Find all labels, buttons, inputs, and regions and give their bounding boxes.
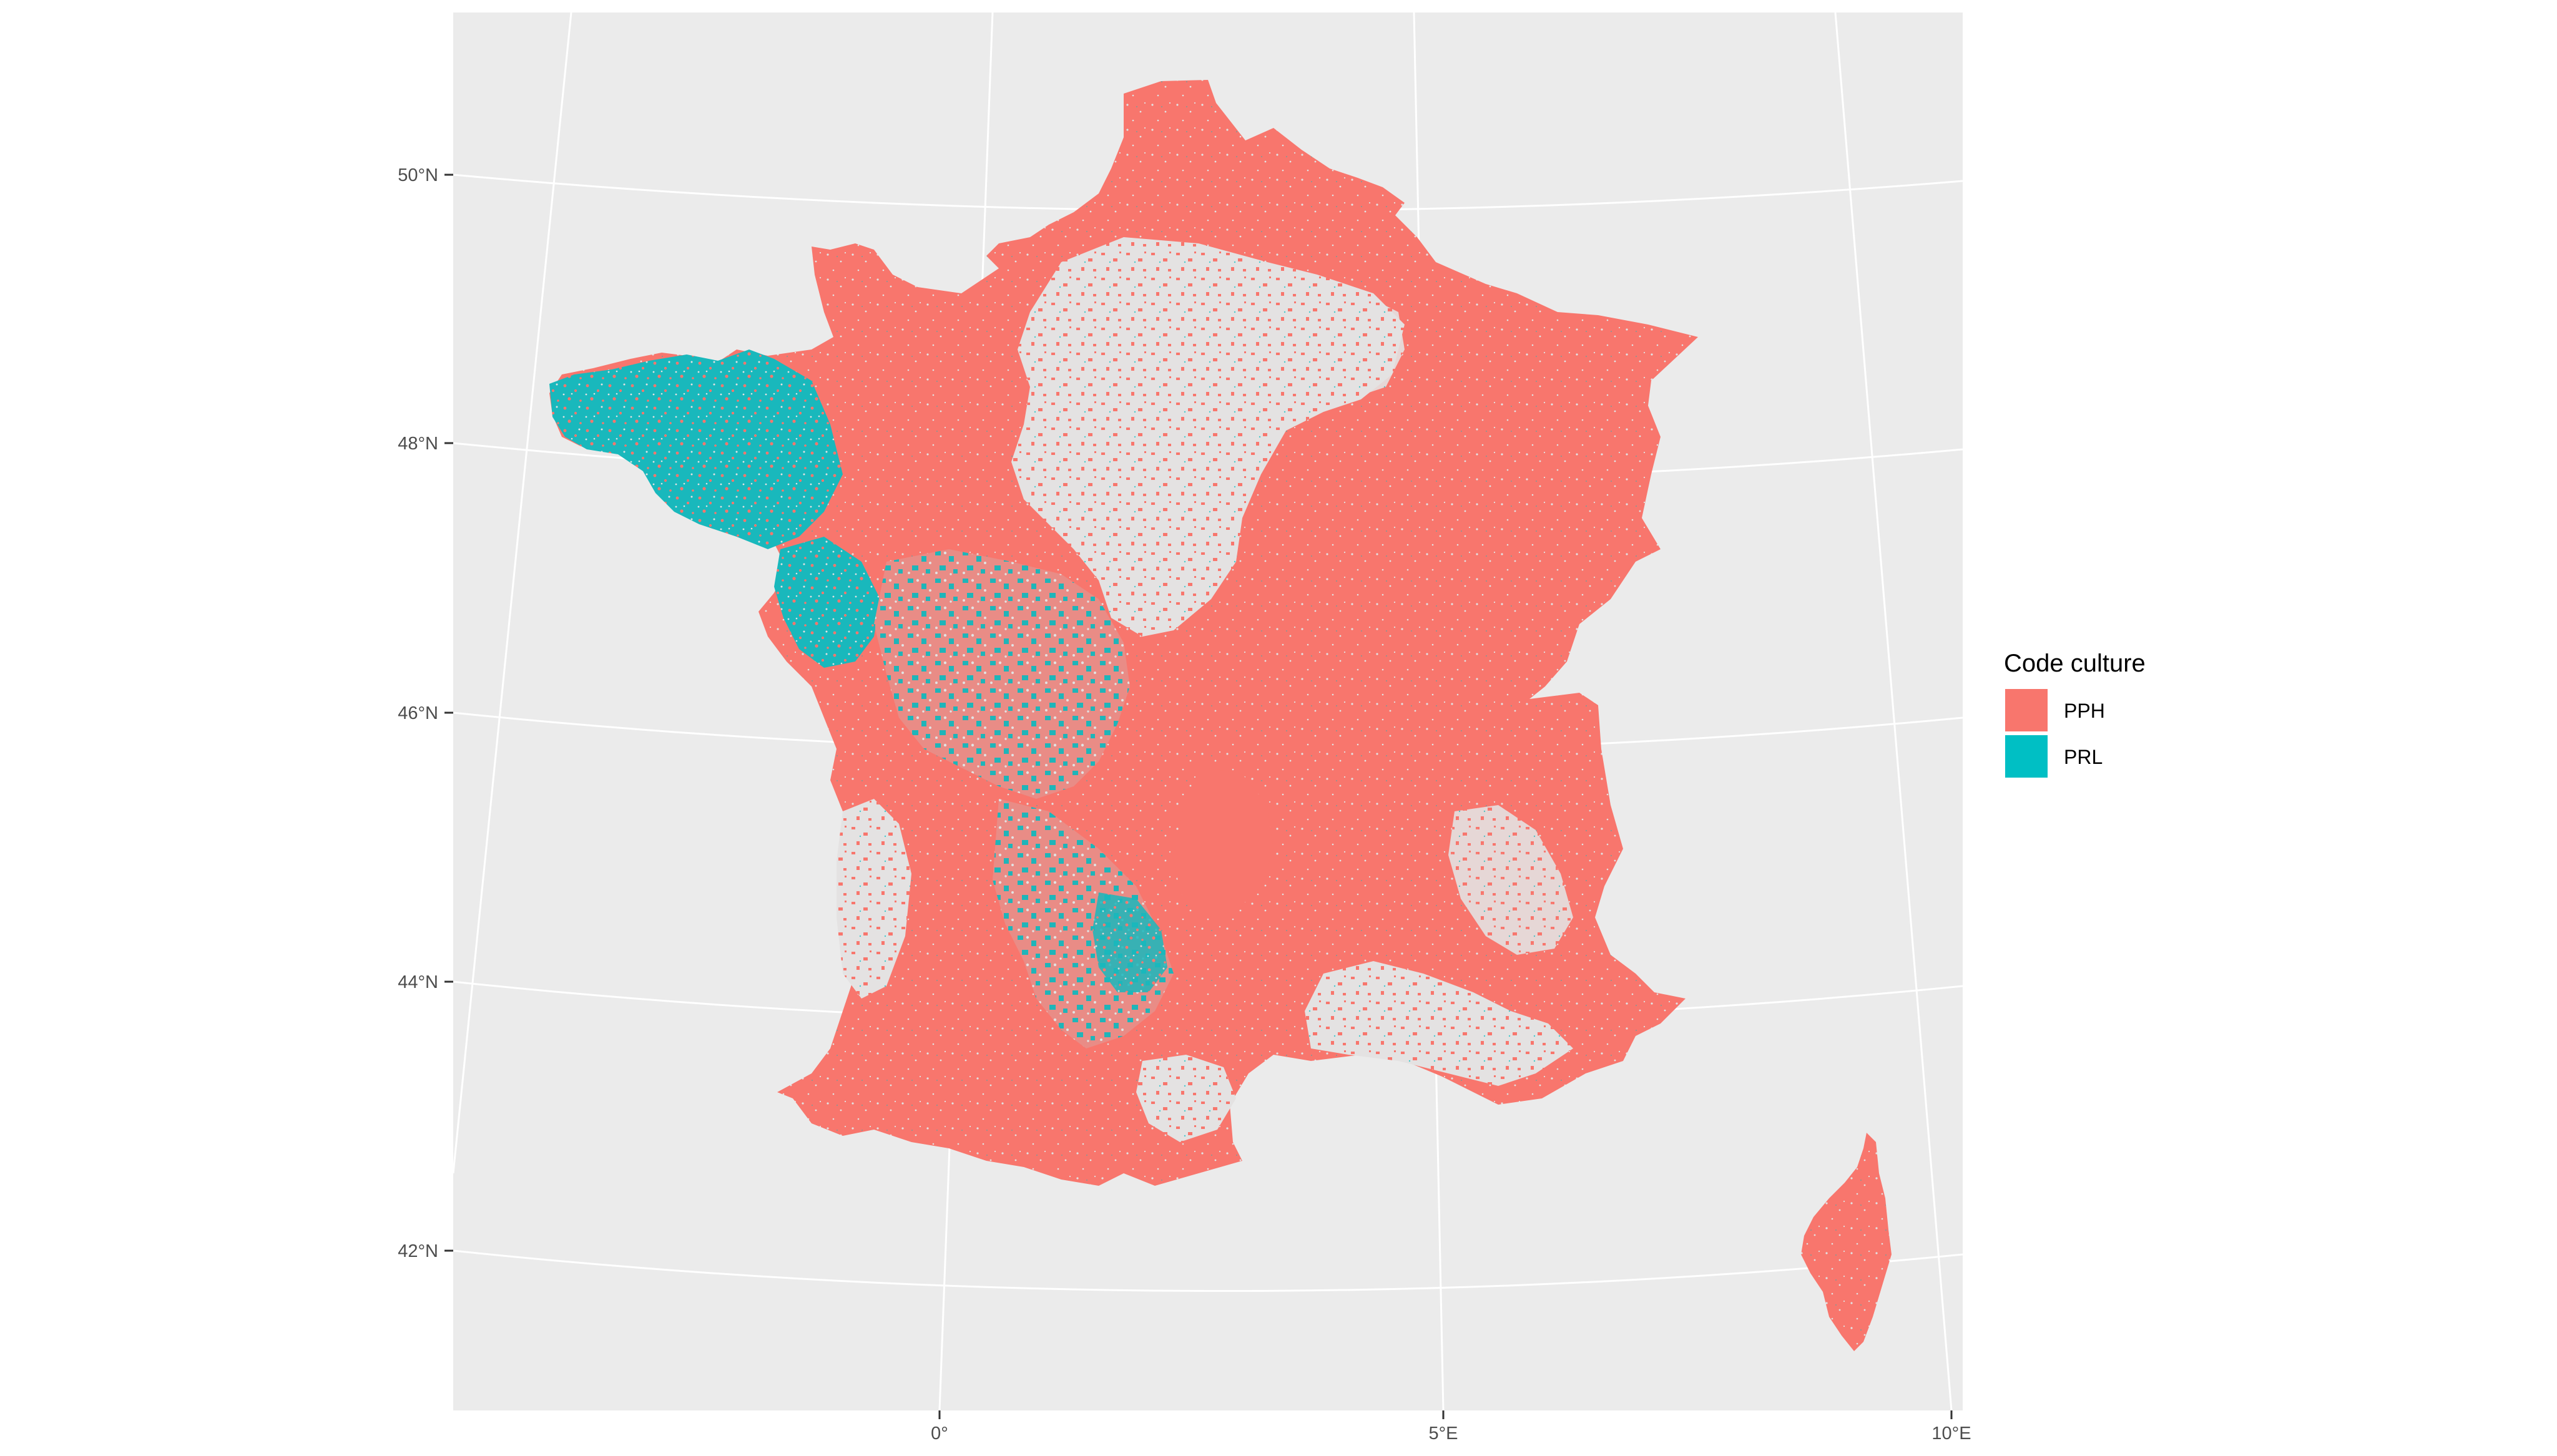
languedoc-sparse: [1136, 1055, 1236, 1142]
legend-title: Code culture: [2004, 650, 2146, 677]
landes-sparse: [837, 799, 911, 999]
lon-tick-10e: 10°E: [1931, 1424, 1971, 1444]
legend-key-pph: [2005, 689, 2048, 731]
legend: Code culture PPH PRL: [2004, 650, 2146, 778]
alps-sparse: [1448, 805, 1573, 955]
axis-ticks: [444, 173, 1953, 1419]
centre-mixed: [874, 549, 1130, 799]
vendee-prl: [774, 537, 880, 668]
lat-tick-42: 42°N: [398, 1241, 438, 1261]
champagne-sparse: [1298, 293, 1405, 399]
legend-key-prl: [2005, 735, 2048, 778]
lat-tick-44: 44°N: [398, 972, 438, 992]
lat-tick-48: 48°N: [398, 434, 438, 454]
gridline-lat-42: [453, 1249, 1963, 1292]
lat-axis: 50°N 48°N 46°N 44°N 42°N: [398, 165, 438, 1261]
lat-tick-46: 46°N: [398, 703, 438, 723]
corsica: [1801, 1133, 1892, 1351]
lon-axis: 0° 5°E 10°E: [931, 1424, 1971, 1444]
lon-tick-5e: 5°E: [1428, 1424, 1458, 1444]
gridline-lon-m5: [453, 12, 572, 1174]
mainland-pph: [549, 80, 1698, 1186]
brittany-prl: [549, 349, 843, 549]
legend-label-prl: PRL: [2064, 746, 2103, 768]
lon-tick-0: 0°: [931, 1424, 948, 1444]
lat-tick-50: 50°N: [398, 165, 438, 185]
france-mainland: [549, 80, 1698, 1186]
perigord-prl: [1092, 892, 1167, 992]
legend-label-pph: PPH: [2064, 700, 2105, 722]
provence-sparse: [1305, 961, 1573, 1086]
gridline-lon-10: [1834, 12, 1953, 1410]
massif-central-pph: [1174, 768, 1274, 917]
